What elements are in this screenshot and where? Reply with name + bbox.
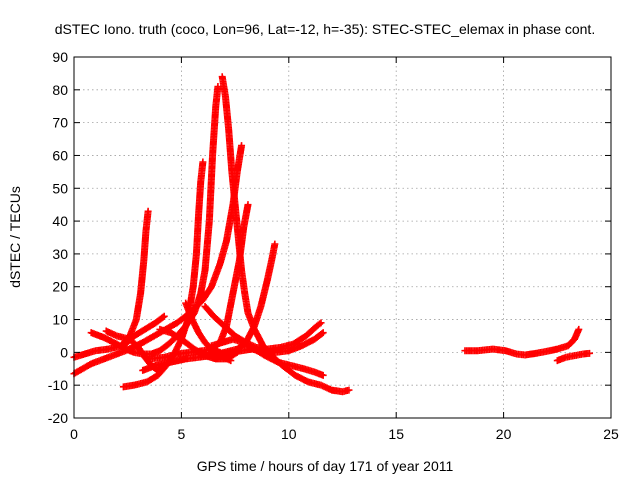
data-marker: [318, 330, 326, 338]
x-tick-label: 0: [70, 426, 78, 442]
data-point: [160, 312, 168, 320]
x-tick-label: 10: [281, 426, 297, 442]
data-point: [244, 201, 252, 209]
data-point: [214, 83, 222, 91]
y-tick-label: 90: [52, 49, 68, 65]
data-series: [218, 73, 353, 396]
data-point: [586, 349, 594, 357]
y-tick-label: 20: [52, 279, 68, 295]
x-tick-label: 15: [388, 426, 404, 442]
y-tick-label: 10: [52, 312, 68, 328]
data-marker: [316, 320, 324, 328]
series-markers: [70, 73, 594, 396]
data-series: [553, 349, 594, 365]
chart-title: dSTEC Iono. truth (coco, Lon=96, Lat=-12…: [55, 21, 595, 37]
data-marker: [159, 313, 167, 321]
y-tick-labels: -20 -10 0 10 20 30 40 50 60 70 80 90: [48, 49, 68, 426]
x-axis-title: GPS time / hours of day 171 of year 2011: [197, 458, 454, 474]
data-point: [317, 319, 325, 327]
y-tick-label: -10: [48, 377, 68, 393]
data-point: [319, 329, 327, 337]
grid-lines: [74, 57, 611, 418]
data-series: [205, 345, 235, 365]
data-point: [199, 158, 207, 166]
data-point: [319, 371, 327, 379]
y-tick-label: 30: [52, 246, 68, 262]
data-series: [461, 325, 583, 359]
y-tick-label: 70: [52, 115, 68, 131]
y-tick-label: 0: [60, 344, 68, 360]
y-tick-label: 50: [52, 180, 68, 196]
data-point: [271, 240, 279, 248]
data-series: [119, 312, 168, 350]
plot-frame: [73, 56, 612, 419]
y-tick-label: 60: [52, 147, 68, 163]
y-tick-label: -20: [48, 410, 68, 426]
data-point: [238, 142, 246, 150]
axis-ticks: [73, 56, 612, 419]
data-point: [144, 207, 152, 215]
data-series: [102, 327, 168, 374]
data-point: [575, 325, 583, 333]
data-series: [182, 299, 224, 356]
y-tick-label: 80: [52, 82, 68, 98]
x-tick-label: 25: [603, 426, 619, 442]
x-tick-label: 5: [178, 426, 186, 442]
data-point: [345, 386, 353, 394]
data-point: [227, 357, 235, 365]
x-tick-label: 20: [496, 426, 512, 442]
y-axis-title: dSTEC / TECUs: [7, 186, 23, 288]
x-tick-labels: 0 5 10 15 20 25: [70, 426, 619, 442]
y-tick-label: 40: [52, 213, 68, 229]
